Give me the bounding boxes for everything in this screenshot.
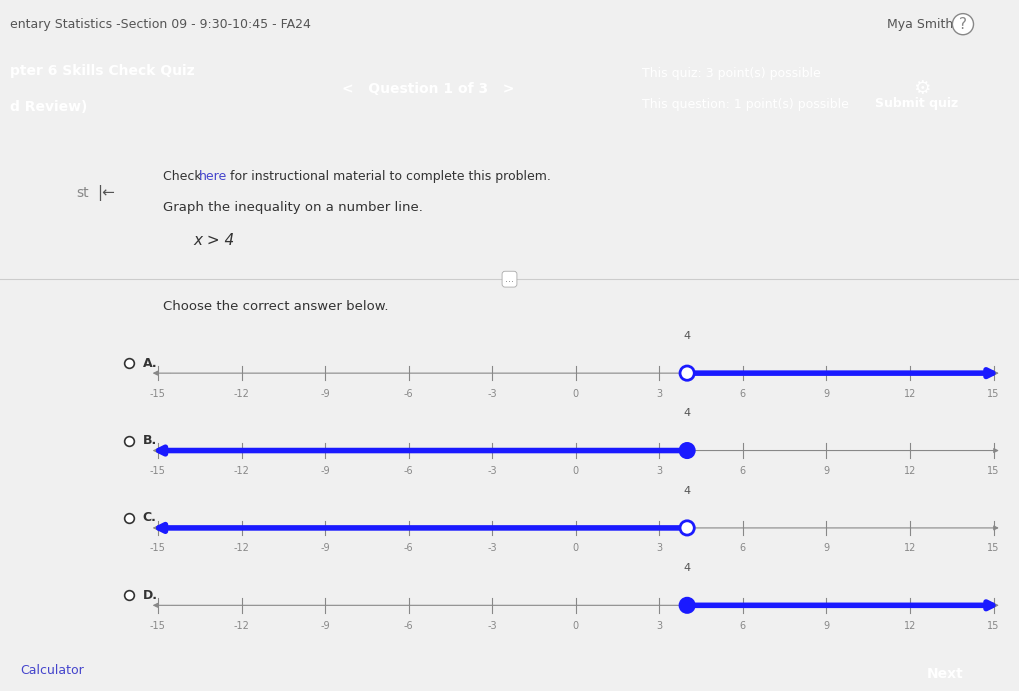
- Text: 0: 0: [573, 543, 579, 553]
- Text: -12: -12: [233, 621, 250, 631]
- Text: Check: Check: [163, 171, 206, 183]
- Text: 9: 9: [823, 466, 829, 476]
- Text: 15: 15: [987, 543, 1000, 553]
- Text: 12: 12: [904, 621, 916, 631]
- Text: 4: 4: [684, 408, 691, 419]
- Text: A.: A.: [143, 357, 157, 370]
- Text: entary Statistics -Section 09 - 9:30-10:45 - FA24: entary Statistics -Section 09 - 9:30-10:…: [10, 18, 311, 30]
- Text: D.: D.: [143, 589, 158, 602]
- Text: Graph the inequality on a number line.: Graph the inequality on a number line.: [163, 201, 423, 214]
- Text: Choose the correct answer below.: Choose the correct answer below.: [163, 301, 388, 313]
- Text: 3: 3: [656, 466, 662, 476]
- Text: 4: 4: [684, 563, 691, 574]
- Text: -6: -6: [404, 621, 414, 631]
- Text: C.: C.: [143, 511, 157, 524]
- Ellipse shape: [680, 444, 694, 457]
- Text: -9: -9: [320, 543, 330, 553]
- Text: 12: 12: [904, 466, 916, 476]
- Text: -9: -9: [320, 388, 330, 399]
- Text: 9: 9: [823, 621, 829, 631]
- Ellipse shape: [680, 598, 694, 612]
- Text: d Review): d Review): [10, 100, 88, 114]
- Text: for instructional material to complete this problem.: for instructional material to complete t…: [226, 171, 551, 183]
- Text: -12: -12: [233, 466, 250, 476]
- Text: -9: -9: [320, 466, 330, 476]
- Text: 12: 12: [904, 543, 916, 553]
- Text: 6: 6: [740, 543, 746, 553]
- Text: -15: -15: [150, 388, 166, 399]
- Text: -9: -9: [320, 621, 330, 631]
- Text: <   Question 1 of 3   >: < Question 1 of 3 >: [341, 82, 515, 96]
- Text: Submit quiz: Submit quiz: [875, 97, 959, 110]
- Text: 3: 3: [656, 543, 662, 553]
- Text: -3: -3: [487, 621, 497, 631]
- Ellipse shape: [680, 521, 694, 535]
- Text: ⚙: ⚙: [913, 79, 931, 98]
- Text: 9: 9: [823, 388, 829, 399]
- Text: This question: 1 point(s) possible: This question: 1 point(s) possible: [642, 97, 849, 111]
- Text: 4: 4: [684, 486, 691, 496]
- Text: -12: -12: [233, 543, 250, 553]
- Text: |←: |←: [97, 185, 115, 202]
- Text: 6: 6: [740, 466, 746, 476]
- Text: st: st: [76, 187, 89, 200]
- Text: 3: 3: [656, 621, 662, 631]
- Text: 4: 4: [684, 331, 691, 341]
- Text: x > 4: x > 4: [194, 233, 234, 248]
- Text: -15: -15: [150, 621, 166, 631]
- Text: -15: -15: [150, 543, 166, 553]
- Text: -3: -3: [487, 388, 497, 399]
- Text: 15: 15: [987, 388, 1000, 399]
- Text: Next: Next: [926, 667, 964, 681]
- Text: pter 6 Skills Check Quiz: pter 6 Skills Check Quiz: [10, 64, 195, 78]
- Text: 15: 15: [987, 621, 1000, 631]
- Text: 0: 0: [573, 621, 579, 631]
- Text: B.: B.: [143, 434, 157, 447]
- Text: -6: -6: [404, 388, 414, 399]
- Text: 0: 0: [573, 388, 579, 399]
- Text: 15: 15: [987, 466, 1000, 476]
- Text: 0: 0: [573, 466, 579, 476]
- Text: ?: ?: [959, 17, 967, 32]
- Text: -15: -15: [150, 466, 166, 476]
- Text: Calculator: Calculator: [20, 664, 85, 677]
- Text: 3: 3: [656, 388, 662, 399]
- Text: -3: -3: [487, 466, 497, 476]
- Text: 6: 6: [740, 621, 746, 631]
- Text: 12: 12: [904, 388, 916, 399]
- Text: Mya Smith: Mya Smith: [887, 18, 953, 30]
- Text: 9: 9: [823, 543, 829, 553]
- Ellipse shape: [680, 366, 694, 380]
- Text: -6: -6: [404, 543, 414, 553]
- Text: here: here: [199, 171, 227, 183]
- Text: This quiz: 3 point(s) possible: This quiz: 3 point(s) possible: [642, 67, 820, 80]
- Text: -6: -6: [404, 466, 414, 476]
- Text: -3: -3: [487, 543, 497, 553]
- Text: ...: ...: [505, 274, 514, 284]
- Text: 6: 6: [740, 388, 746, 399]
- Text: -12: -12: [233, 388, 250, 399]
